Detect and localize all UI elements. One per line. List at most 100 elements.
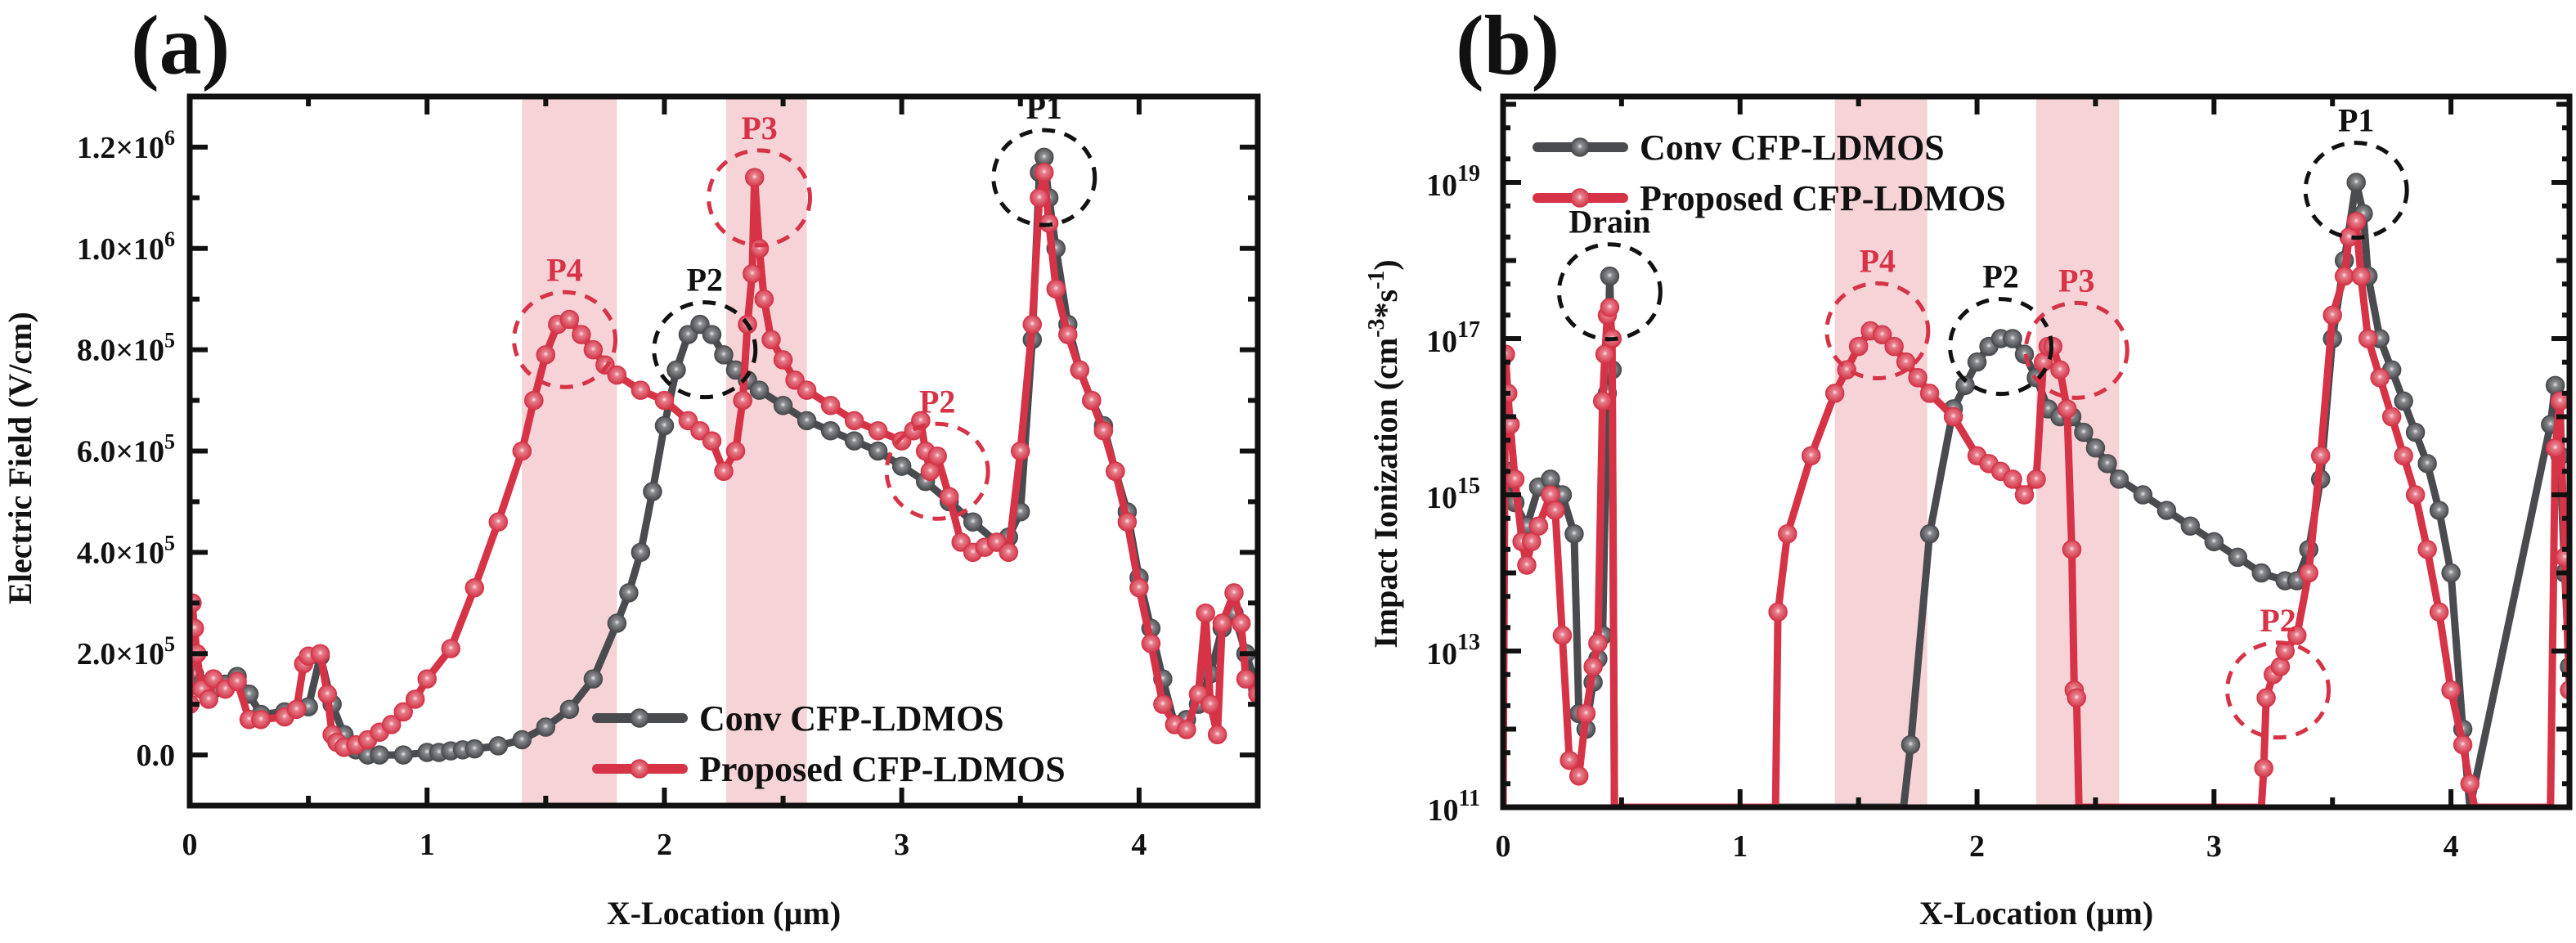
legend-label: Conv CFP-LDMOS bbox=[699, 698, 1004, 739]
data-point bbox=[754, 289, 774, 309]
legend-item-proposed: Proposed CFP-LDMOS bbox=[1533, 178, 2006, 218]
data-point bbox=[2228, 547, 2248, 568]
y-tick-exponent: 13 bbox=[1457, 630, 1480, 655]
data-point bbox=[1600, 266, 1620, 286]
data-point bbox=[820, 396, 841, 415]
data-point bbox=[2026, 469, 2046, 489]
y-axis-title-b-end: ) bbox=[1367, 259, 1404, 270]
data-point bbox=[1177, 720, 1196, 739]
data-point bbox=[1082, 390, 1102, 411]
data-point bbox=[1117, 512, 1138, 532]
data-point bbox=[2299, 563, 2318, 583]
data-point bbox=[1070, 360, 1090, 380]
data-point bbox=[733, 390, 752, 411]
y-tick-mantissa: 2.0×10 bbox=[77, 637, 164, 671]
data-point bbox=[725, 441, 746, 461]
data-point bbox=[227, 671, 247, 692]
data-point bbox=[1212, 613, 1232, 633]
data-point bbox=[2003, 469, 2022, 489]
data-point bbox=[607, 613, 627, 633]
y-tick-exponent: 6 bbox=[164, 227, 175, 251]
y-axis-title-b-sup2: -1 bbox=[1364, 271, 1389, 290]
legend-marker bbox=[1570, 137, 1590, 157]
data-point bbox=[2109, 469, 2129, 489]
data-point bbox=[1824, 384, 1845, 403]
data-point bbox=[524, 390, 544, 411]
data-point bbox=[1901, 734, 1921, 755]
data-point bbox=[702, 431, 722, 451]
data-point bbox=[1207, 725, 1227, 745]
annotation-circle bbox=[707, 148, 813, 248]
data-point bbox=[1200, 694, 1220, 714]
y-tick-mantissa: 10 bbox=[1426, 325, 1457, 359]
data-point bbox=[1943, 406, 1963, 427]
y-tick-label: 1011 bbox=[1428, 786, 1480, 828]
data-point bbox=[2358, 329, 2378, 348]
data-point bbox=[2351, 266, 2371, 286]
data-point bbox=[999, 542, 1019, 563]
y-tick-label: 4.0×105 bbox=[77, 531, 175, 570]
data-point bbox=[2204, 532, 2224, 552]
data-point bbox=[583, 669, 604, 689]
data-point bbox=[1231, 613, 1251, 633]
data-point bbox=[2133, 485, 2153, 505]
data-point bbox=[797, 380, 817, 400]
data-point bbox=[1058, 325, 1078, 344]
data-point bbox=[405, 689, 425, 709]
legend-label: Conv CFP-LDMOS bbox=[1640, 128, 1945, 168]
data-point bbox=[1011, 441, 1030, 461]
data-point bbox=[1768, 602, 1788, 622]
data-point bbox=[2014, 485, 2035, 505]
data-point bbox=[714, 461, 734, 482]
series-conv bbox=[190, 147, 1258, 765]
y-axis-title-b-mid: *s bbox=[1367, 290, 1404, 319]
data-point bbox=[2287, 626, 2307, 645]
data-point bbox=[1568, 766, 1589, 786]
data-point bbox=[1528, 516, 1549, 536]
data-point bbox=[2417, 454, 2437, 474]
annotation-circle bbox=[1824, 281, 1931, 380]
data-point bbox=[2254, 758, 2273, 779]
y-tick-mantissa: 10 bbox=[1426, 168, 1457, 203]
x-tick-label: 4 bbox=[1131, 828, 1147, 862]
axes-frame bbox=[1500, 93, 2573, 811]
y-tick-mantissa: 10 bbox=[1426, 637, 1457, 671]
data-point bbox=[607, 365, 627, 385]
data-point bbox=[2346, 173, 2366, 192]
y-tick-exponent: 5 bbox=[164, 531, 175, 555]
data-point bbox=[2156, 501, 2177, 520]
y-axis-title-b-main: Impact Ionization (cm bbox=[1367, 338, 1404, 649]
data-point bbox=[2417, 540, 2437, 559]
data-point bbox=[1517, 555, 1537, 575]
y-tick-label: 8.0×105 bbox=[77, 329, 175, 368]
annotation-label: P3 bbox=[2058, 262, 2094, 299]
shaded-band bbox=[1834, 97, 1928, 807]
data-point bbox=[2394, 391, 2413, 411]
legend-label: Proposed CFP-LDMOS bbox=[1640, 178, 2006, 218]
annotation-label: P1 bbox=[2338, 102, 2374, 139]
data-point bbox=[2322, 305, 2342, 326]
data-point bbox=[743, 264, 762, 284]
panel-a-label: (a) bbox=[131, 0, 230, 92]
data-point bbox=[2003, 329, 2022, 348]
data-point bbox=[749, 380, 770, 400]
annotation-label: Drain bbox=[1568, 204, 1650, 240]
y-tick-exponent: 19 bbox=[1457, 161, 1480, 186]
data-point bbox=[1919, 384, 1940, 403]
data-point bbox=[572, 325, 591, 344]
legend-b: Conv CFP-LDMOS Proposed CFP-LDMOS bbox=[1533, 128, 2006, 218]
shaded-band bbox=[522, 97, 617, 806]
data-point bbox=[749, 239, 770, 258]
data-point bbox=[559, 309, 580, 330]
data-point bbox=[512, 441, 532, 461]
data-point bbox=[2346, 212, 2366, 231]
data-point bbox=[1046, 279, 1066, 299]
data-point bbox=[1848, 336, 1869, 357]
y-tick-exponent: 11 bbox=[1459, 786, 1480, 811]
axes-a: 0 1 2 3 40.02.0×1054.0×1056.0×1058.0×1051.0×… bbox=[77, 93, 1261, 862]
data-point bbox=[1955, 375, 1975, 396]
y-tick-mantissa: 10 bbox=[1426, 481, 1457, 515]
y-tick-label: 0.0 bbox=[137, 739, 176, 773]
